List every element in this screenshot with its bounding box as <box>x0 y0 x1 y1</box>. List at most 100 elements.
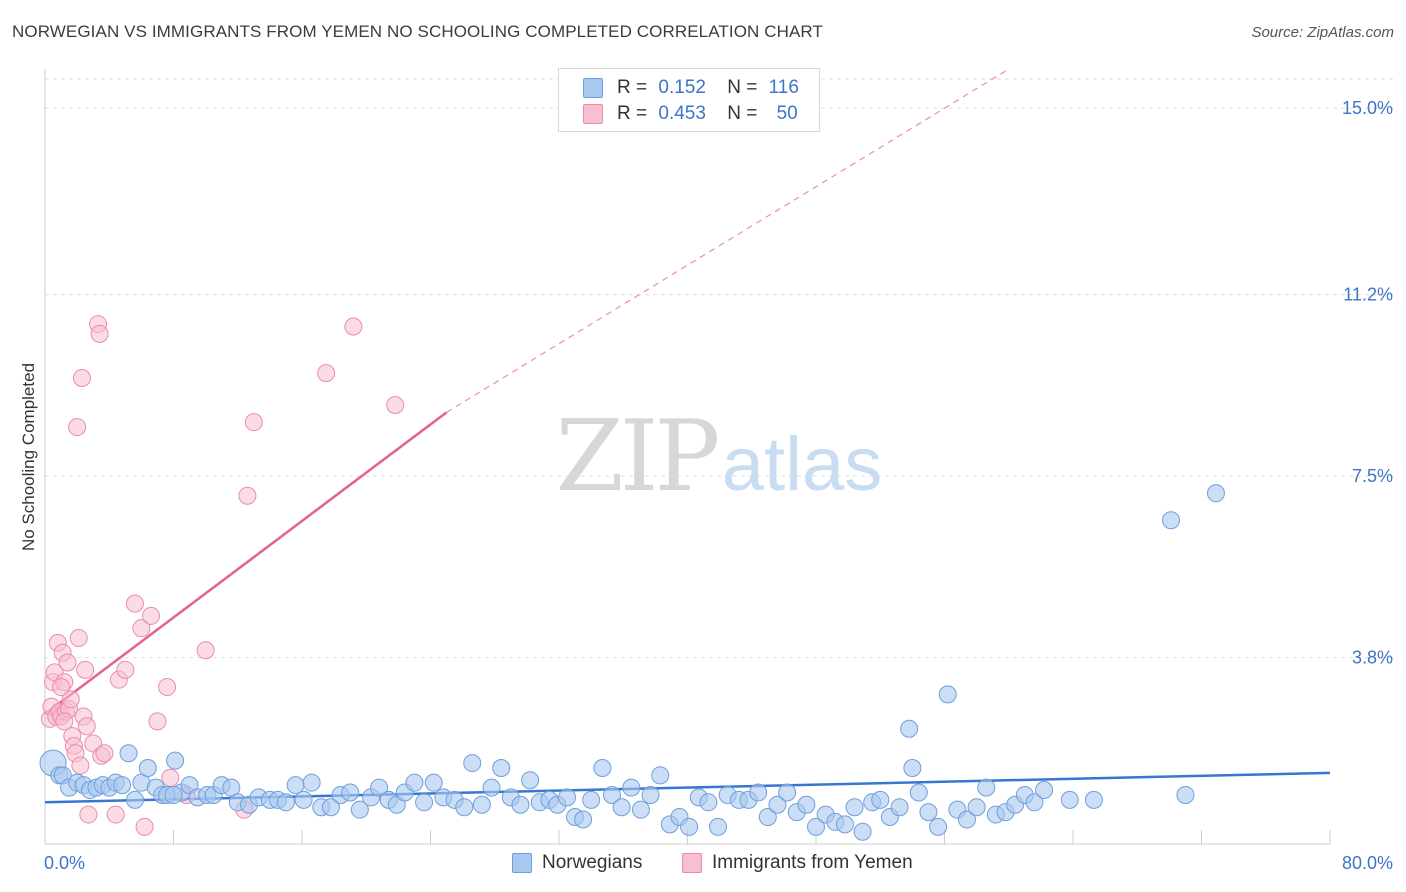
data-point-norwegians <box>405 773 424 792</box>
trendline-yemen <box>44 68 1010 716</box>
gridlines <box>45 78 1394 659</box>
data-point-yemen <box>69 628 88 647</box>
data-point-norwegians <box>631 800 650 819</box>
data-point-norwegians <box>603 785 622 804</box>
data-point-yemen <box>79 805 98 824</box>
legend-n-label: N = <box>727 77 758 98</box>
data-point-norwegians <box>321 798 340 817</box>
legend-n-value: 50 <box>776 103 798 124</box>
data-point-norwegians <box>957 810 976 829</box>
data-point-norwegians <box>680 817 699 836</box>
legend-r-label: R = <box>617 103 648 124</box>
data-point-norwegians <box>424 773 443 792</box>
source-label: Source: ZipAtlas.com <box>1251 24 1394 41</box>
data-point-norwegians <box>929 817 948 836</box>
x-tick-labels: 0.0% 80.0% <box>44 853 1393 873</box>
data-point-norwegians <box>903 758 922 777</box>
data-point-yemen <box>125 594 144 613</box>
data-point-norwegians <box>472 795 491 814</box>
y-axis-label: No Schooling Completed <box>19 363 38 551</box>
data-point-norwegians <box>138 758 157 777</box>
data-point-norwegians <box>1060 790 1079 809</box>
data-point-norwegians <box>521 771 540 790</box>
data-point-norwegians <box>113 776 132 795</box>
points-yemen <box>40 315 405 836</box>
data-point-norwegians <box>1084 790 1103 809</box>
stats-legend: R = 0.152 N = 116 R = 0.453 N = 50 <box>558 68 820 132</box>
data-point-norwegians <box>845 798 864 817</box>
y-tick-label: 7.5% <box>1352 466 1393 486</box>
data-point-norwegians <box>749 783 768 802</box>
legend-r-value: 0.453 <box>658 103 706 124</box>
data-point-norwegians <box>778 783 797 802</box>
data-point-norwegians <box>835 815 854 834</box>
data-point-norwegians <box>967 798 986 817</box>
data-point-yemen <box>135 817 154 836</box>
x-tick-label: 80.0% <box>1342 853 1393 873</box>
data-point-yemen <box>317 364 336 383</box>
data-point-yemen <box>71 756 90 775</box>
data-point-norwegians <box>286 776 305 795</box>
data-point-yemen <box>90 324 109 343</box>
data-point-norwegians <box>415 793 434 812</box>
data-point-norwegians <box>612 798 631 817</box>
data-point-norwegians <box>294 790 313 809</box>
data-point-norwegians <box>977 778 996 797</box>
data-point-norwegians <box>166 751 185 770</box>
data-point-norwegians <box>463 754 482 773</box>
watermark-atlas: atlas <box>722 422 883 507</box>
data-point-yemen <box>161 768 180 787</box>
data-point-norwegians <box>302 773 321 792</box>
data-point-norwegians <box>622 778 641 797</box>
data-point-yemen <box>72 369 91 388</box>
data-point-norwegians <box>1206 484 1225 503</box>
data-point-norwegians <box>900 719 919 738</box>
data-point-yemen <box>142 606 161 625</box>
data-point-norwegians <box>1161 511 1180 530</box>
data-point-norwegians <box>558 788 577 807</box>
chart-title: NORWEGIAN VS IMMIGRANTS FROM YEMEN NO SC… <box>12 22 823 41</box>
data-point-yemen <box>77 717 96 736</box>
data-point-norwegians <box>871 790 890 809</box>
data-point-yemen <box>244 413 263 432</box>
legend-swatch-pink <box>583 104 603 124</box>
data-point-yemen <box>106 805 125 824</box>
data-point-yemen <box>132 619 151 638</box>
legend-r-label: R = <box>617 77 648 98</box>
data-point-yemen <box>238 486 257 505</box>
legend-label-yemen: Immigrants from Yemen <box>712 852 913 873</box>
data-point-norwegians <box>492 758 511 777</box>
data-point-norwegians <box>455 798 474 817</box>
points-norwegians <box>39 484 1225 841</box>
data-point-norwegians <box>125 790 144 809</box>
legend-n-label: N = <box>727 103 758 124</box>
data-point-yemen <box>196 641 215 660</box>
data-point-norwegians <box>276 793 295 812</box>
data-point-norwegians <box>709 817 728 836</box>
data-point-norwegians <box>853 822 872 841</box>
data-point-norwegians <box>768 795 787 814</box>
data-point-yemen <box>55 712 74 731</box>
trendline-solid <box>44 411 448 716</box>
data-point-yemen <box>344 317 363 336</box>
watermark-zip: ZIP <box>556 400 718 514</box>
x-tick-label: 0.0% <box>44 853 85 873</box>
legend-label-norwegians: Norwegians <box>542 852 643 873</box>
legend-swatch-blue <box>512 853 532 873</box>
data-point-norwegians <box>164 785 183 804</box>
watermark: ZIP atlas <box>556 400 883 514</box>
data-point-norwegians <box>482 778 501 797</box>
data-point-yemen <box>386 395 405 414</box>
data-point-norwegians <box>919 803 938 822</box>
data-point-norwegians <box>593 758 612 777</box>
data-point-yemen <box>68 418 87 437</box>
data-point-norwegians <box>574 810 593 829</box>
y-tick-label: 3.8% <box>1352 648 1393 668</box>
data-point-yemen <box>158 678 177 697</box>
data-point-norwegians <box>370 778 389 797</box>
data-point-norwegians <box>582 790 601 809</box>
data-point-norwegians <box>511 795 530 814</box>
data-point-norwegians <box>341 783 360 802</box>
y-tick-labels: 3.8% 7.5% 11.2% 15.0% <box>1342 98 1393 667</box>
y-tick-label: 15.0% <box>1342 98 1393 118</box>
